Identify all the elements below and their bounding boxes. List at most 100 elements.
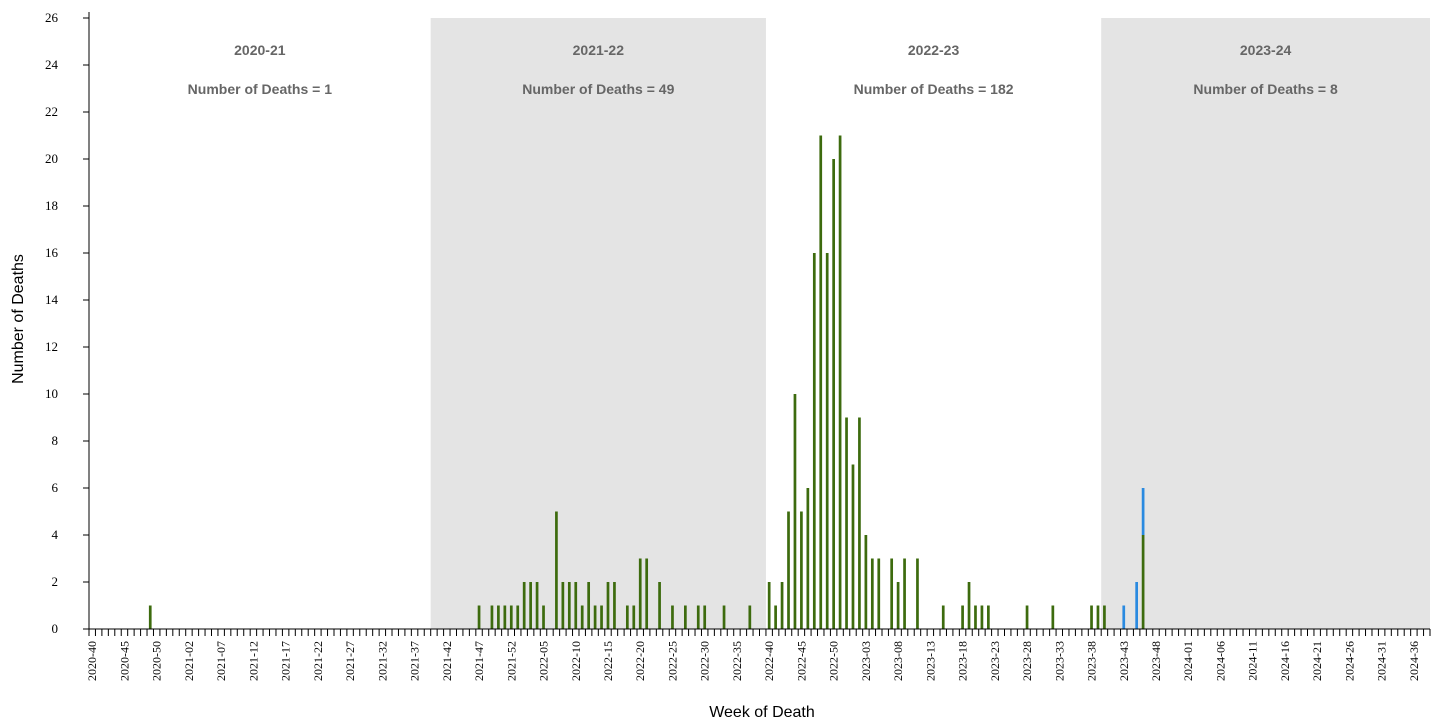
bar — [1122, 605, 1126, 629]
bar — [613, 582, 616, 629]
bar — [561, 582, 565, 629]
bar — [1051, 605, 1055, 629]
y-tick-label: 2 — [52, 574, 59, 589]
season-death-count: Number of Deaths = 8 — [1193, 81, 1338, 97]
bar — [1103, 605, 1106, 629]
bar — [974, 605, 977, 629]
y-tick-label: 22 — [45, 104, 58, 119]
bar — [567, 582, 571, 629]
y-tick-label: 10 — [45, 386, 58, 401]
x-tick-label: 2024-36 — [1407, 641, 1421, 681]
y-tick-label: 16 — [45, 245, 59, 260]
bar — [774, 605, 777, 629]
x-tick-label: 2022-15 — [601, 641, 615, 681]
bar — [490, 605, 494, 629]
season-label: 2023-24 — [1240, 42, 1292, 58]
bar — [696, 605, 700, 629]
season-label: 2020-21 — [234, 42, 286, 58]
season-death-count: Number of Deaths = 49 — [522, 81, 674, 97]
bar — [529, 582, 532, 629]
bar — [497, 605, 500, 629]
bar — [825, 253, 829, 629]
x-tick-label: 2022-05 — [537, 641, 551, 681]
y-tick-label: 26 — [45, 10, 59, 25]
x-tick-label: 2023-08 — [891, 641, 905, 681]
bar — [967, 582, 971, 629]
x-tick-label: 2022-40 — [762, 641, 776, 681]
x-tick-label: 2021-47 — [472, 641, 486, 681]
bar — [858, 417, 861, 629]
x-tick-label: 2023-03 — [859, 641, 873, 681]
x-tick-label: 2023-13 — [923, 641, 937, 681]
bar — [961, 605, 964, 629]
bar — [148, 605, 152, 629]
x-tick-label: 2024-06 — [1213, 641, 1227, 681]
y-tick-label: 14 — [45, 292, 59, 307]
x-tick-label: 2021-17 — [279, 641, 293, 681]
bar — [1141, 535, 1145, 629]
y-tick-label: 0 — [52, 621, 59, 636]
x-tick-label: 2023-23 — [988, 641, 1002, 681]
y-axis-title: Number of Deaths — [10, 254, 27, 384]
bar — [987, 605, 990, 629]
x-tick-label: 2022-35 — [730, 641, 744, 681]
bar — [503, 605, 507, 629]
y-tick-label: 24 — [45, 57, 59, 72]
bar — [1135, 582, 1139, 629]
y-tick-label: 18 — [45, 198, 58, 213]
bar — [806, 488, 810, 629]
x-tick-label: 2021-22 — [311, 641, 325, 681]
bar — [535, 582, 539, 629]
bar — [1025, 605, 1029, 629]
bar — [832, 159, 835, 629]
x-tick-label: 2024-11 — [1246, 641, 1260, 681]
bar — [606, 582, 610, 629]
bar — [793, 394, 797, 629]
bar — [580, 605, 584, 629]
bar — [896, 582, 900, 629]
y-tick-label: 20 — [45, 151, 58, 166]
season-death-count: Number of Deaths = 182 — [854, 81, 1014, 97]
x-tick-label: 2020-40 — [85, 641, 99, 681]
x-tick-label: 2020-50 — [150, 641, 164, 681]
x-tick-label: 2022-10 — [569, 641, 583, 681]
y-tick-label: 6 — [52, 480, 59, 495]
x-tick-label: 2023-48 — [1149, 641, 1163, 681]
bar — [780, 582, 784, 629]
bar — [748, 605, 752, 629]
season-band — [1101, 18, 1430, 629]
x-tick-label: 2021-52 — [504, 641, 518, 681]
x-tick-label: 2024-16 — [1278, 641, 1292, 681]
x-tick-label: 2023-18 — [956, 641, 970, 681]
x-tick-label: 2024-26 — [1342, 641, 1356, 681]
x-tick-label: 2024-21 — [1310, 641, 1324, 681]
x-tick-label: 2022-50 — [827, 641, 841, 681]
x-tick-label: 2024-31 — [1375, 641, 1389, 681]
bar — [851, 464, 855, 629]
season-label: 2022-23 — [908, 42, 960, 58]
bar — [870, 558, 874, 629]
x-axis-title: Week of Death — [709, 704, 815, 721]
x-tick-label: 2021-42 — [440, 641, 454, 681]
x-tick-label: 2022-45 — [794, 641, 808, 681]
y-tick-label: 12 — [45, 339, 58, 354]
x-tick-label: 2021-37 — [408, 641, 422, 681]
bar — [638, 558, 642, 629]
bar — [864, 535, 868, 629]
bar — [477, 605, 481, 629]
bar — [1090, 605, 1093, 629]
x-axis: 2020-40 2020-45 2020-50 2021-02 2021-07 2021-… — [85, 628, 1431, 681]
season-band — [430, 18, 766, 629]
season-label: 2021-22 — [573, 42, 625, 58]
bar — [542, 605, 545, 629]
x-tick-label: 2023-38 — [1085, 641, 1099, 681]
bar — [767, 582, 771, 629]
x-tick-label: 2021-12 — [246, 641, 260, 681]
season-death-count: Number of Deaths = 1 — [188, 81, 333, 97]
bar — [800, 511, 803, 629]
x-tick-label: 2023-28 — [1020, 641, 1034, 681]
bar — [632, 605, 636, 629]
bar — [980, 605, 984, 629]
